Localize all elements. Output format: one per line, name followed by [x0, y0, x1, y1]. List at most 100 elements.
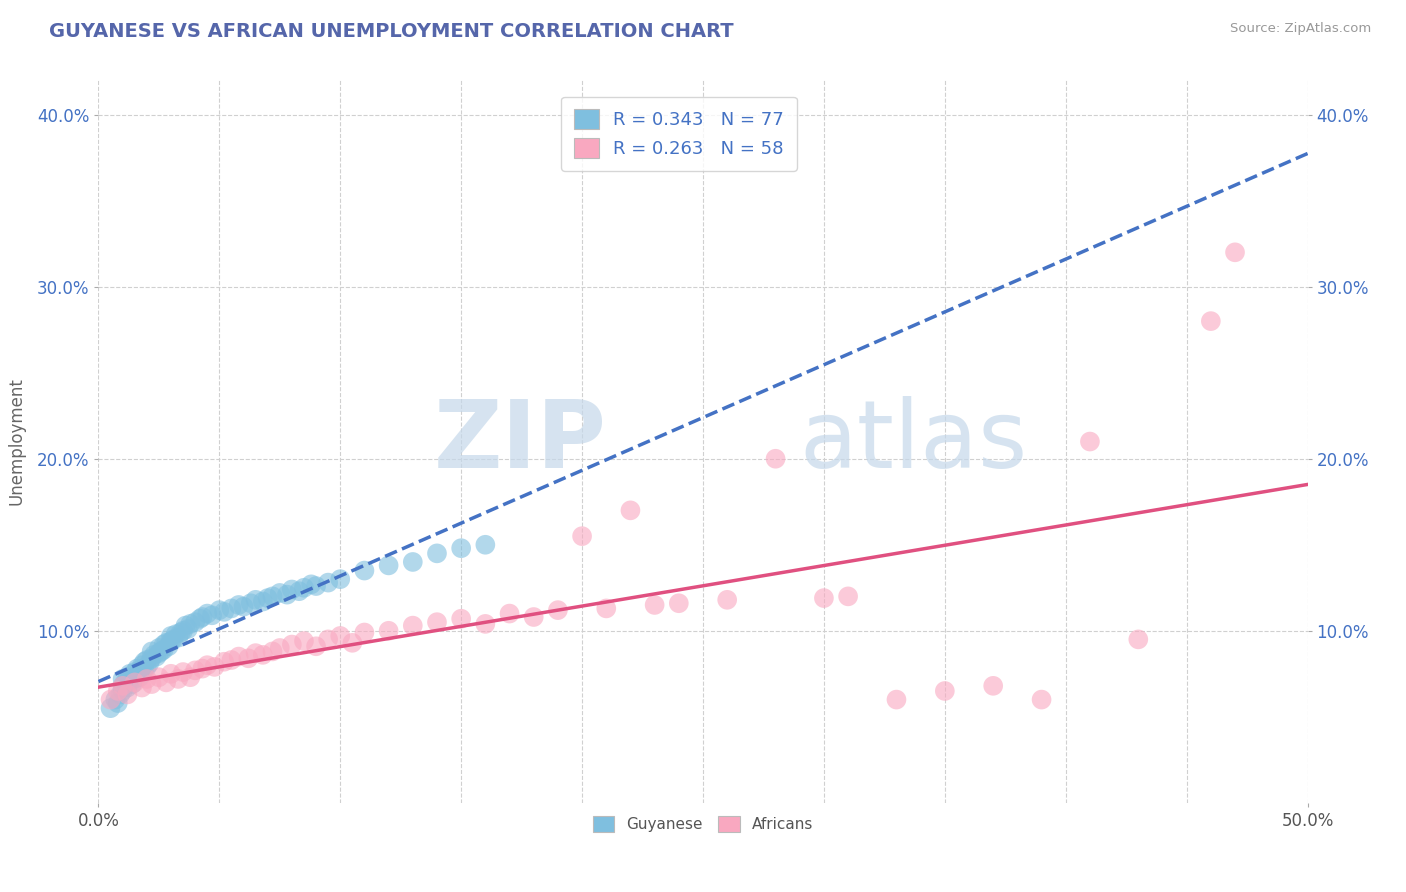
Point — [143, 648, 166, 662]
Point — [426, 615, 449, 630]
Point — [160, 666, 183, 681]
Point — [245, 646, 267, 660]
Point — [167, 672, 190, 686]
Point — [191, 610, 214, 624]
Point — [571, 529, 593, 543]
Point — [124, 672, 146, 686]
Point — [201, 608, 224, 623]
Point — [619, 503, 641, 517]
Point — [269, 640, 291, 655]
Point — [111, 679, 134, 693]
Point — [1128, 632, 1150, 647]
Point — [204, 660, 226, 674]
Point — [195, 607, 218, 621]
Point — [160, 629, 183, 643]
Point — [292, 634, 315, 648]
Point — [124, 675, 146, 690]
Point — [141, 651, 163, 665]
Point — [1199, 314, 1222, 328]
Point — [523, 610, 546, 624]
Point — [191, 662, 214, 676]
Point — [184, 664, 207, 678]
Point — [117, 687, 139, 701]
Point — [238, 651, 260, 665]
Point — [305, 579, 328, 593]
Point — [100, 701, 122, 715]
Point — [111, 679, 134, 693]
Point — [141, 677, 163, 691]
Point — [886, 692, 908, 706]
Point — [124, 665, 146, 679]
Point — [299, 577, 322, 591]
Point — [716, 592, 738, 607]
Text: atlas: atlas — [800, 395, 1028, 488]
Point — [342, 636, 364, 650]
Point — [135, 660, 157, 674]
Point — [595, 601, 617, 615]
Point — [134, 655, 156, 669]
Point — [547, 603, 569, 617]
Point — [228, 649, 250, 664]
Point — [288, 584, 311, 599]
Point — [145, 649, 167, 664]
Point — [221, 653, 243, 667]
Point — [174, 618, 197, 632]
Point — [157, 639, 180, 653]
Point — [177, 622, 200, 636]
Point — [450, 541, 472, 556]
Point — [111, 672, 134, 686]
Point — [1078, 434, 1101, 449]
Point — [104, 692, 127, 706]
Point — [252, 594, 274, 608]
Point — [269, 586, 291, 600]
Point — [292, 581, 315, 595]
Point — [837, 590, 859, 604]
Point — [107, 684, 129, 698]
Point — [117, 681, 139, 695]
Point — [148, 640, 170, 655]
Point — [100, 692, 122, 706]
Point — [160, 634, 183, 648]
Point — [239, 596, 262, 610]
Text: ZIP: ZIP — [433, 395, 606, 488]
Point — [305, 639, 328, 653]
Point — [131, 666, 153, 681]
Point — [135, 653, 157, 667]
Point — [765, 451, 787, 466]
Point — [474, 616, 496, 631]
Point — [212, 655, 235, 669]
Point — [329, 572, 352, 586]
Point — [252, 648, 274, 662]
Point — [179, 616, 201, 631]
Point — [1223, 245, 1246, 260]
Point — [162, 632, 184, 647]
Point — [155, 636, 177, 650]
Point — [1031, 692, 1053, 706]
Point — [152, 642, 174, 657]
Point — [262, 644, 284, 658]
Point — [155, 675, 177, 690]
Point — [121, 677, 143, 691]
Point — [245, 592, 267, 607]
Point — [316, 632, 339, 647]
Point — [934, 684, 956, 698]
Point — [377, 624, 399, 638]
Point — [981, 679, 1004, 693]
Point — [281, 582, 304, 597]
Text: Source: ZipAtlas.com: Source: ZipAtlas.com — [1230, 22, 1371, 36]
Point — [131, 658, 153, 673]
Point — [179, 670, 201, 684]
Point — [141, 644, 163, 658]
Point — [212, 605, 235, 619]
Point — [148, 670, 170, 684]
Point — [498, 607, 520, 621]
Point — [402, 555, 425, 569]
Point — [111, 684, 134, 698]
Point — [353, 625, 375, 640]
Point — [316, 575, 339, 590]
Point — [262, 590, 284, 604]
Point — [208, 603, 231, 617]
Point — [152, 638, 174, 652]
Point — [281, 638, 304, 652]
Point — [402, 618, 425, 632]
